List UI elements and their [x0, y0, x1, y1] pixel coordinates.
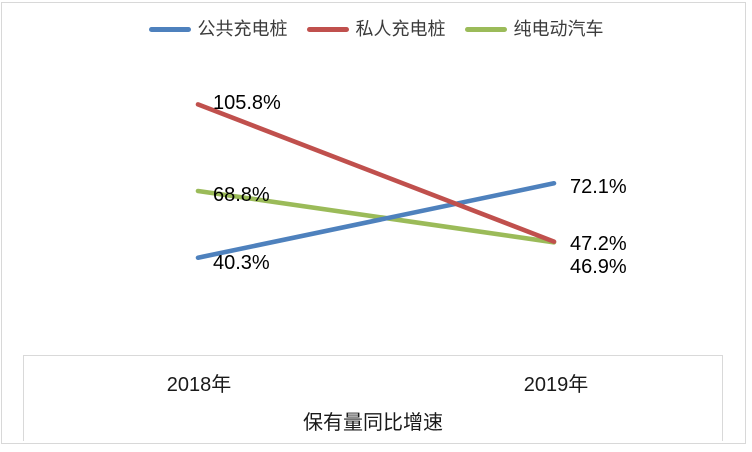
- legend-label: 公共充电桩: [197, 19, 288, 39]
- legend-item-0: 公共充电桩: [148, 19, 288, 39]
- data-label-1-1: 47.2%: [570, 232, 627, 255]
- data-label-0-1: 72.1%: [570, 176, 627, 199]
- series-line-0: [195, 181, 557, 261]
- legend-line-swatch: [464, 26, 507, 32]
- x-axis-label-2018: 2018年: [166, 374, 232, 396]
- legend-label: 私人充电桩: [355, 19, 446, 39]
- x-axis-title: 保有量同比增速: [303, 412, 443, 434]
- legend: 公共充电桩 私人充电桩 纯电动汽车: [0, 20, 752, 38]
- data-label-0-0: 40.3%: [213, 251, 270, 274]
- x-axis-area: 2018年 2019年 保有量同比增速: [23, 355, 723, 441]
- legend-item-1: 私人充电桩: [306, 19, 446, 39]
- series-line-1: [195, 102, 557, 244]
- x-axis-label-2019: 2019年: [523, 374, 589, 396]
- data-label-2-1: 46.9%: [570, 256, 627, 279]
- legend-line-swatch: [148, 26, 191, 32]
- legend-item-2: 纯电动汽车: [464, 19, 604, 39]
- data-label-1-0: 105.8%: [213, 92, 281, 115]
- series-line-2: [195, 188, 557, 245]
- legend-line-swatch: [306, 26, 349, 32]
- data-label-2-0: 68.8%: [213, 184, 270, 206]
- legend-label: 纯电动汽车: [513, 19, 604, 39]
